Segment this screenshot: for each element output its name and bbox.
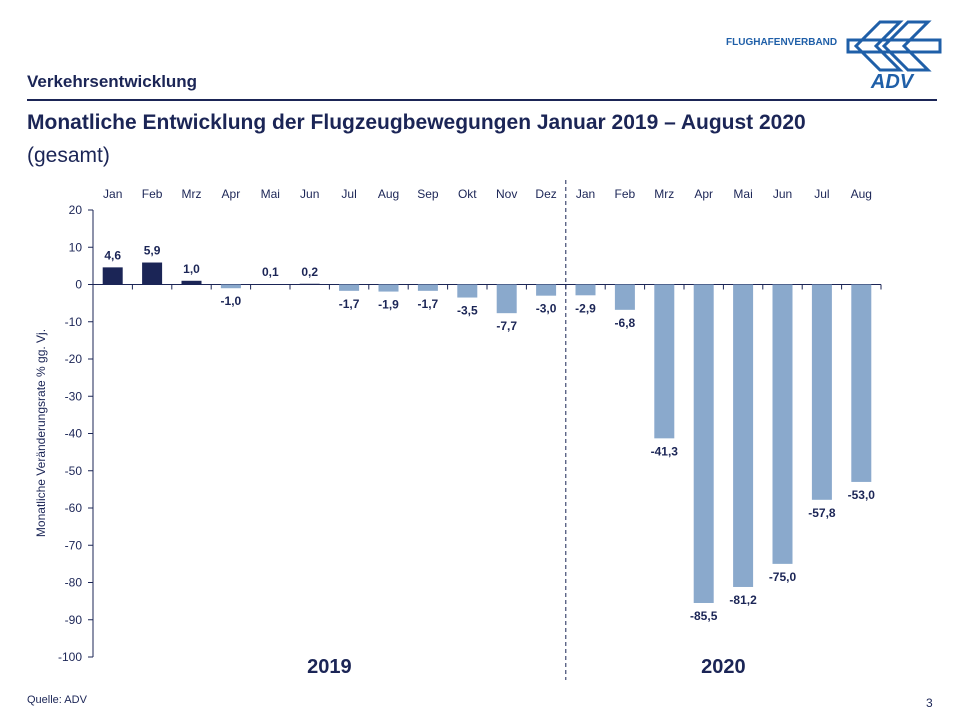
bar — [457, 284, 478, 298]
x-tick-label: Aug — [378, 187, 399, 201]
bar — [142, 262, 163, 285]
adv-logo: ADV — [846, 20, 942, 90]
data-label: -1,7 — [418, 297, 439, 311]
y-tick-label: 20 — [69, 203, 83, 217]
bar — [851, 284, 872, 482]
data-label: 5,9 — [144, 244, 161, 258]
y-tick-label: -20 — [65, 352, 83, 366]
page-subtitle: (gesamt) — [27, 144, 110, 167]
x-tick-label: Jan — [103, 187, 122, 201]
data-label: -85,5 — [690, 609, 718, 623]
data-label: 4,6 — [104, 248, 121, 262]
bar — [811, 284, 832, 500]
data-label: -41,3 — [651, 444, 679, 458]
y-tick-label: -40 — [65, 427, 83, 441]
data-label: -75,0 — [769, 570, 797, 584]
x-tick-label: Jun — [300, 187, 319, 201]
x-tick-label: Aug — [851, 187, 872, 201]
bar — [102, 267, 123, 285]
data-label: 1,0 — [183, 262, 200, 276]
x-tick-label: Jul — [814, 187, 829, 201]
x-tick-label: Dez — [535, 187, 556, 201]
group-label: 2020 — [701, 656, 746, 678]
data-label: -2,9 — [575, 301, 596, 315]
header-divider — [27, 99, 937, 101]
data-label: -3,0 — [536, 302, 557, 316]
bar — [575, 284, 596, 296]
bar — [496, 284, 517, 314]
x-tick-label: Feb — [142, 187, 163, 201]
data-label: -57,8 — [808, 506, 836, 520]
y-tick-label: 10 — [69, 240, 83, 254]
x-tick-label: Sep — [417, 187, 439, 201]
x-tick-label: Mrz — [654, 187, 674, 201]
bar — [417, 284, 438, 291]
group-label: 2019 — [307, 656, 352, 678]
bar — [339, 284, 360, 291]
x-tick-label: Jun — [773, 187, 792, 201]
logo-mark: ADV — [870, 71, 915, 90]
page-title: Monatliche Entwicklung der Flugzeugbeweg… — [27, 111, 806, 134]
y-tick-label: -30 — [65, 389, 83, 403]
data-label: 0,1 — [262, 265, 279, 279]
x-tick-label: Apr — [694, 187, 713, 201]
bar — [733, 284, 754, 587]
x-tick-label: Okt — [458, 187, 477, 201]
y-tick-label: -100 — [58, 650, 82, 664]
bar — [181, 280, 202, 285]
y-axis-label: Monatliche Veränderungsrate % gg. Vj. — [34, 329, 48, 537]
y-tick-label: -60 — [65, 501, 83, 515]
data-label: -81,2 — [729, 593, 757, 607]
x-tick-label: Mrz — [182, 187, 202, 201]
y-tick-label: -90 — [65, 613, 83, 627]
data-label: -6,8 — [615, 316, 636, 330]
bar — [772, 284, 793, 564]
data-label: -1,7 — [339, 297, 360, 311]
logo-text: FLUGHAFENVERBAND — [726, 37, 838, 48]
y-tick-label: -80 — [65, 576, 83, 590]
y-tick-label: -10 — [65, 315, 83, 329]
data-label: -7,7 — [496, 319, 517, 333]
y-tick-label: -70 — [65, 538, 83, 552]
x-tick-label: Mai — [261, 187, 280, 201]
data-label: -1,9 — [378, 298, 399, 312]
x-tick-label: Nov — [496, 187, 517, 201]
bar — [260, 284, 281, 285]
data-label: -53,0 — [848, 488, 876, 502]
bar — [299, 283, 320, 285]
bar — [654, 284, 675, 439]
bar — [693, 284, 714, 603]
page-number: 3 — [926, 696, 933, 710]
bar — [378, 284, 399, 292]
data-label: 0,2 — [301, 265, 318, 279]
bar — [536, 284, 557, 296]
source-note: Quelle: ADV — [27, 694, 87, 706]
y-tick-label: 0 — [75, 278, 82, 292]
bar — [220, 284, 241, 289]
x-tick-label: Jan — [576, 187, 595, 201]
x-tick-label: Apr — [222, 187, 241, 201]
x-tick-label: Mai — [733, 187, 752, 201]
bar — [614, 284, 635, 310]
x-tick-label: Feb — [615, 187, 636, 201]
data-label: -3,5 — [457, 304, 478, 318]
data-label: -1,0 — [221, 294, 242, 308]
y-tick-label: -50 — [65, 464, 83, 478]
section-title: Verkehrsentwicklung — [27, 72, 198, 91]
x-tick-label: Jul — [341, 187, 356, 201]
